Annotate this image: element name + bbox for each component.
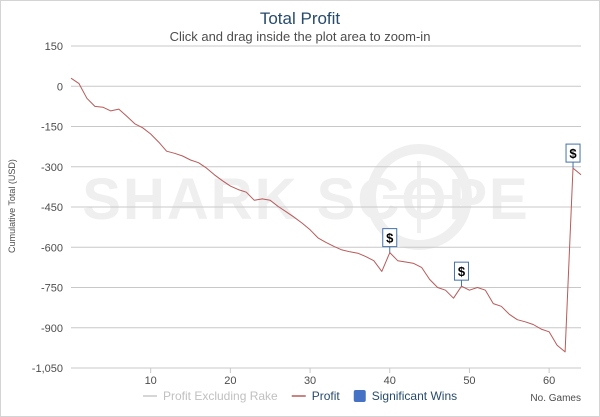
y-tick-label: -450 xyxy=(41,202,63,214)
watermark-scope-icon xyxy=(366,144,472,250)
grid-layer xyxy=(71,45,581,369)
series-layer xyxy=(70,77,582,353)
y-axis: 150 0 -150 -300 -450 -600 -750 -900 -1,050 xyxy=(32,41,63,375)
flag-box xyxy=(565,143,581,163)
flag-box xyxy=(453,261,469,281)
y-axis-title: Cumulative Total (USD) xyxy=(7,159,17,253)
significant-wins-layer: $ $ $ xyxy=(382,143,581,287)
legend-label: Significant Wins xyxy=(372,389,457,403)
y-tick-label: -600 xyxy=(41,242,63,254)
x-tick-label: 60 xyxy=(543,375,555,387)
flag-label: $ xyxy=(458,264,466,279)
legend-label: Profit xyxy=(312,389,341,403)
legend-item-profit-excluding-rake: Profit Excluding Rake xyxy=(143,389,278,403)
series-line-profit xyxy=(70,77,582,353)
watermark-text: SHARK SCOPE xyxy=(82,167,529,232)
x-tick-label: 40 xyxy=(384,375,396,387)
flag-label: $ xyxy=(386,231,394,246)
significant-win-flag: $ xyxy=(453,261,469,287)
x-tick-label: 10 xyxy=(145,375,157,387)
y-tick-label: 0 xyxy=(57,81,63,93)
chart-title: Total Profit xyxy=(259,9,341,28)
legend-item-significant-wins: Significant Wins xyxy=(353,389,457,403)
y-tick-label: 150 xyxy=(45,41,63,53)
y-tick-label: -900 xyxy=(41,323,63,335)
x-tick-label: 20 xyxy=(224,375,236,387)
x-tick-label: 50 xyxy=(463,375,475,387)
x-axis-title: No. Games xyxy=(530,393,581,404)
x-axis: 10 20 30 40 50 60 xyxy=(71,367,581,387)
legend-symbol xyxy=(353,390,366,402)
chart-subtitle: Click and drag inside the plot area to z… xyxy=(169,29,431,44)
flag-box xyxy=(382,228,398,248)
y-tick-label: -300 xyxy=(41,162,63,174)
legend-item-profit: Profit xyxy=(291,389,341,403)
significant-win-flag: $ xyxy=(565,143,581,169)
flag-label: $ xyxy=(569,146,577,161)
y-tick-label: -1,050 xyxy=(32,363,63,375)
y-tick-label: -750 xyxy=(41,283,63,295)
x-tick-label: 30 xyxy=(304,375,316,387)
legend: Profit Excluding Rake Profit Significant W… xyxy=(143,389,457,403)
legend-label: Profit Excluding Rake xyxy=(163,389,278,403)
y-tick-label: -150 xyxy=(41,122,63,134)
significant-win-flag: $ xyxy=(382,228,398,253)
